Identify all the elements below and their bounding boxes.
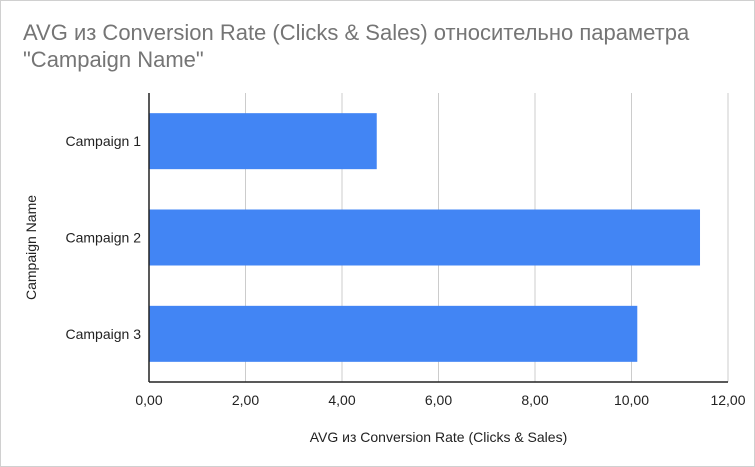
axes <box>148 93 728 383</box>
x-tick-label: 0,00 <box>135 392 162 408</box>
bars <box>149 113 701 362</box>
y-tick-label: Campaign 1 <box>66 133 142 149</box>
y-tick-label: Campaign 2 <box>66 230 142 246</box>
x-tick-label: 10,00 <box>614 392 649 408</box>
y-axis-title: Campaign Name <box>23 195 39 300</box>
bar <box>149 305 638 362</box>
x-tick-label: 4,00 <box>328 392 355 408</box>
x-tick-label: 12,00 <box>710 392 745 408</box>
x-tick-label: 8,00 <box>521 392 548 408</box>
bar <box>149 209 701 266</box>
chart-title: AVG из Conversion Rate (Clicks & Sales) … <box>23 20 690 72</box>
x-axis-title: AVG из Conversion Rate (Clicks & Sales) <box>310 429 568 445</box>
tick-labels: Campaign 1 Campaign 2 Campaign 3 0,00 2,00 4,… <box>66 133 746 408</box>
x-tick-label: 2,00 <box>232 392 259 408</box>
y-tick-label: Campaign 3 <box>66 326 142 342</box>
x-tick-label: 6,00 <box>425 392 452 408</box>
bar <box>149 113 377 170</box>
